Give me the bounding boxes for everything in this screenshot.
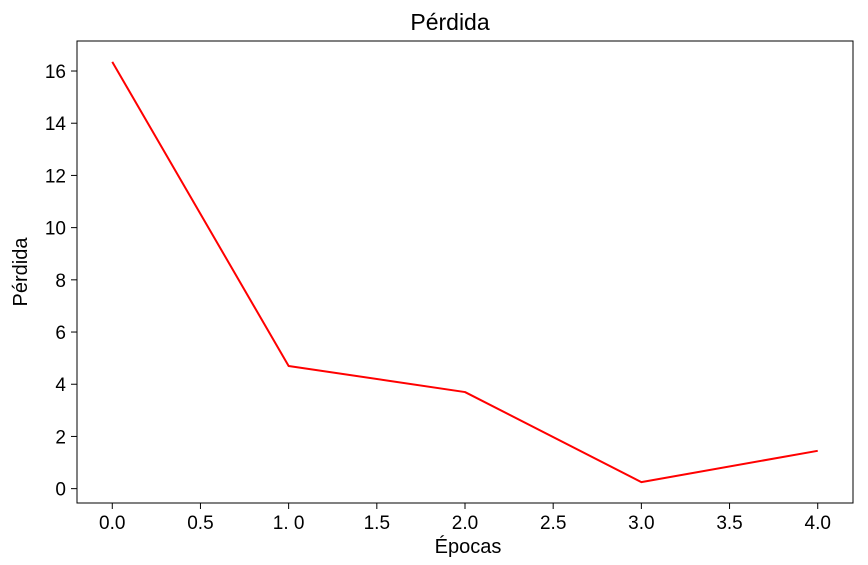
x-tick-label: 1.5 (364, 513, 390, 534)
chart-title: Pérdida (410, 9, 489, 35)
y-axis: 0 2 4 6 8 10 12 14 16 (45, 62, 77, 501)
y-tick-label: 4 (55, 375, 66, 396)
x-axis-label: Épocas (435, 535, 502, 558)
x-axis: 0.0 0.5 1. 0 1.5 2.0 2.5 3.0 3.5 4.0 (99, 503, 831, 534)
x-tick-label: 0.0 (99, 513, 125, 534)
x-tick-label: 4.0 (805, 513, 831, 534)
y-tick-label: 16 (45, 62, 66, 83)
series-line-0 (111, 61, 818, 484)
x-tick-label: 2.5 (540, 513, 566, 534)
plot-frame (76, 40, 854, 504)
y-tick-label: 14 (45, 114, 67, 135)
x-tick-label: 0.5 (187, 513, 213, 534)
y-tick-label: 0 (55, 480, 66, 501)
series-layer (111, 61, 818, 484)
y-tick-label: 12 (45, 166, 66, 187)
x-tick-label: 1. 0 (273, 513, 305, 534)
x-tick-label: 3.0 (628, 513, 654, 534)
y-tick-label: 8 (55, 271, 66, 292)
y-tick-label: 10 (45, 219, 66, 240)
y-axis-label: Pérdida (10, 237, 32, 307)
y-tick-label: 6 (55, 323, 66, 344)
x-tick-label: 2.0 (452, 513, 478, 534)
y-tick-label: 2 (55, 427, 66, 448)
x-tick-label: 3.5 (716, 513, 742, 534)
